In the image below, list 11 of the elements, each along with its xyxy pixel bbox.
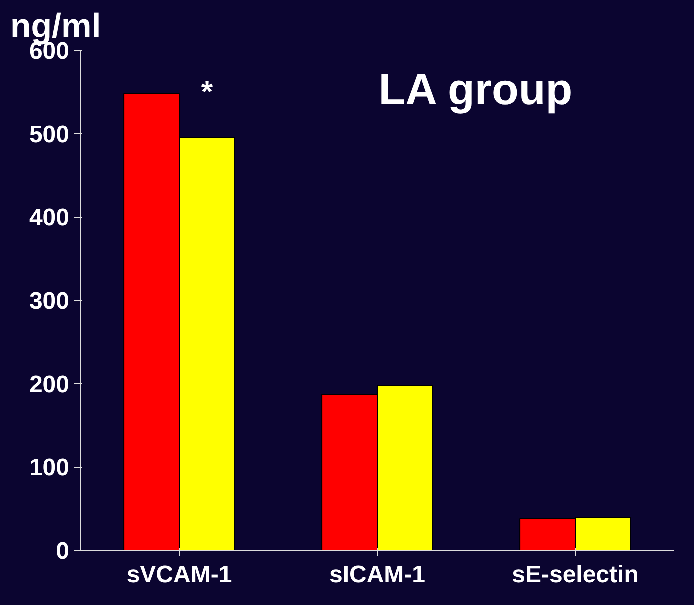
y-tick-label: 0 [56, 538, 70, 565]
annotation: * [201, 76, 214, 109]
y-tick-label: 300 [29, 288, 70, 315]
y-tick-label: 500 [29, 121, 70, 148]
x-tick-label: sVCAM-1 [126, 562, 232, 588]
y-tick-label: 200 [29, 371, 70, 398]
chart-title: LA group [378, 66, 573, 114]
x-tick-label: sICAM-1 [329, 562, 426, 588]
x-tick-label: sE-selectin [512, 562, 639, 588]
y-tick-label: 400 [29, 204, 70, 232]
y-tick-label: 100 [29, 454, 70, 482]
